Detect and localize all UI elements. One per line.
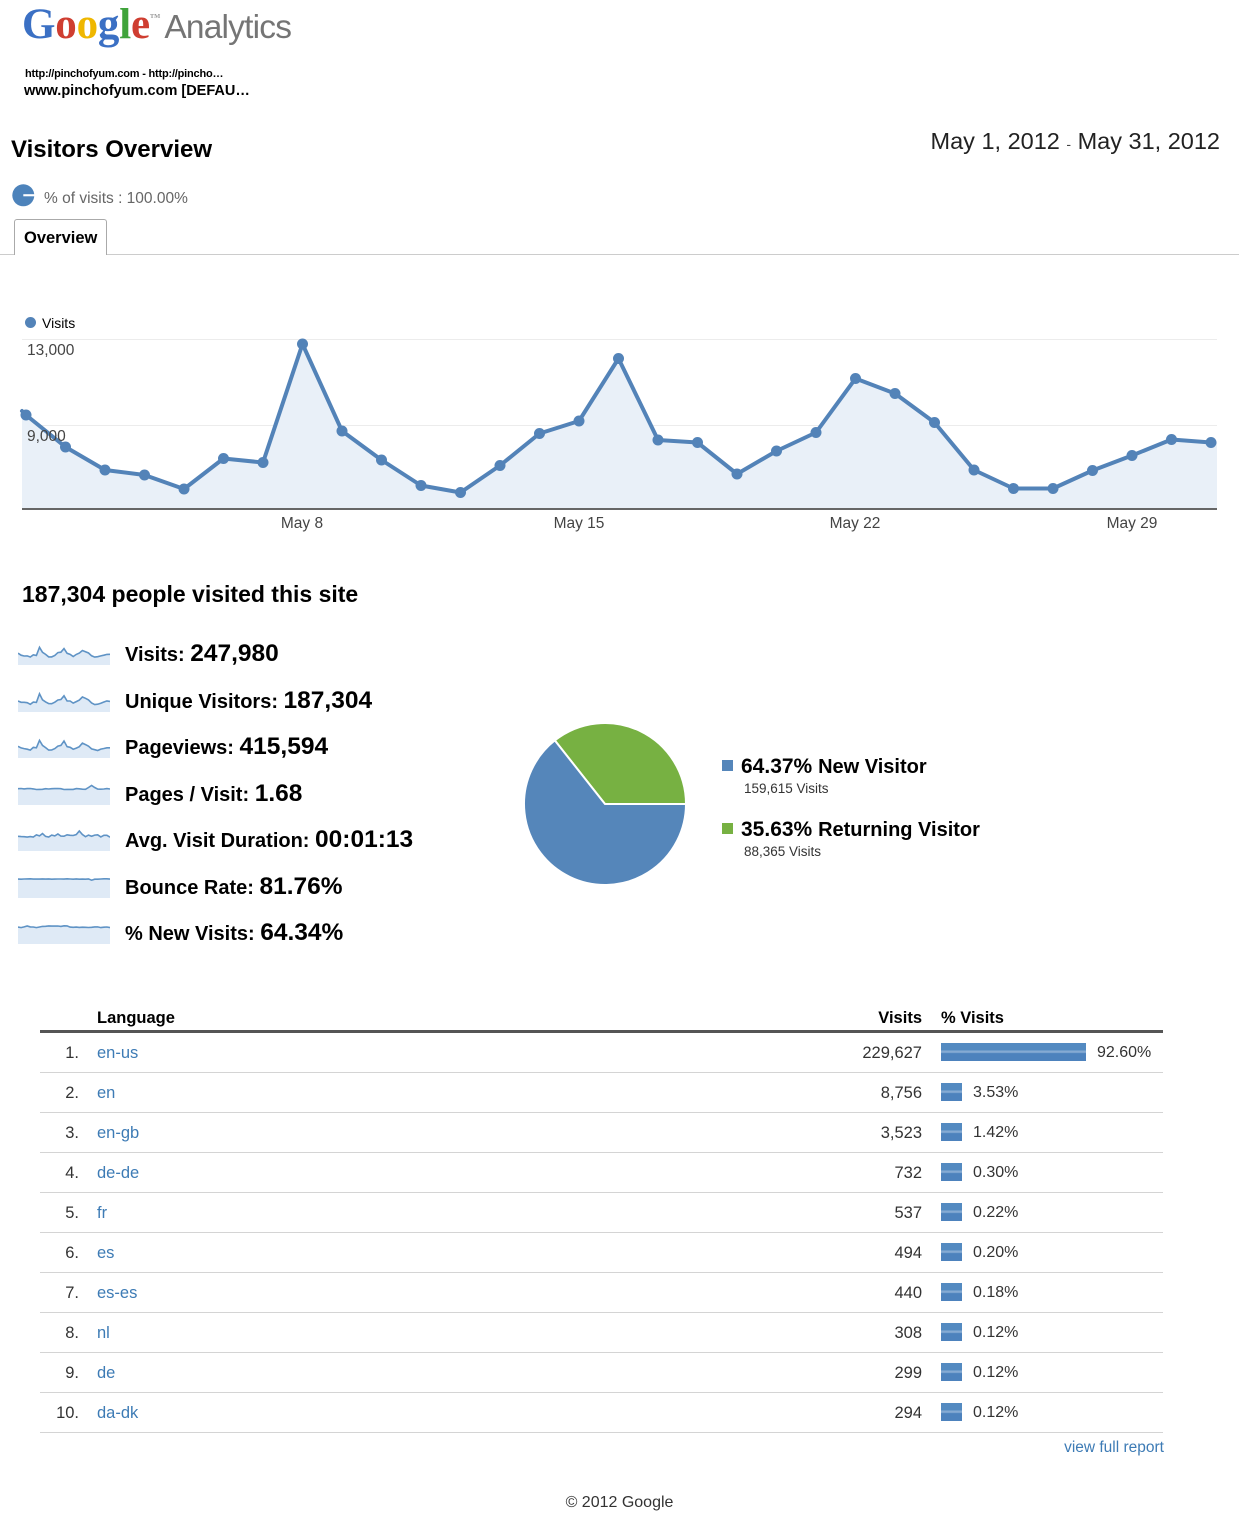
svg-text:May 8: May 8 [281,515,323,532]
svg-text:13,000: 13,000 [27,342,75,359]
svg-text:May 22: May 22 [830,515,881,532]
svg-text:May 29: May 29 [1107,515,1158,532]
svg-text:May 15: May 15 [554,515,605,532]
svg-text:9,000: 9,000 [27,428,66,445]
